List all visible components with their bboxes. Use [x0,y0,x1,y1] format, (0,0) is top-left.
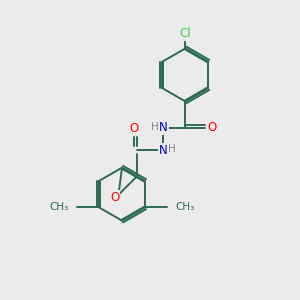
Text: O: O [207,122,217,134]
Text: N: N [159,122,168,134]
Text: O: O [110,190,119,204]
Text: O: O [130,122,139,135]
Text: H: H [168,144,176,154]
Text: Cl: Cl [179,27,191,40]
Text: N: N [159,143,168,157]
Text: CH₃: CH₃ [50,202,69,212]
Text: CH₃: CH₃ [175,202,195,212]
Text: H: H [151,122,159,132]
